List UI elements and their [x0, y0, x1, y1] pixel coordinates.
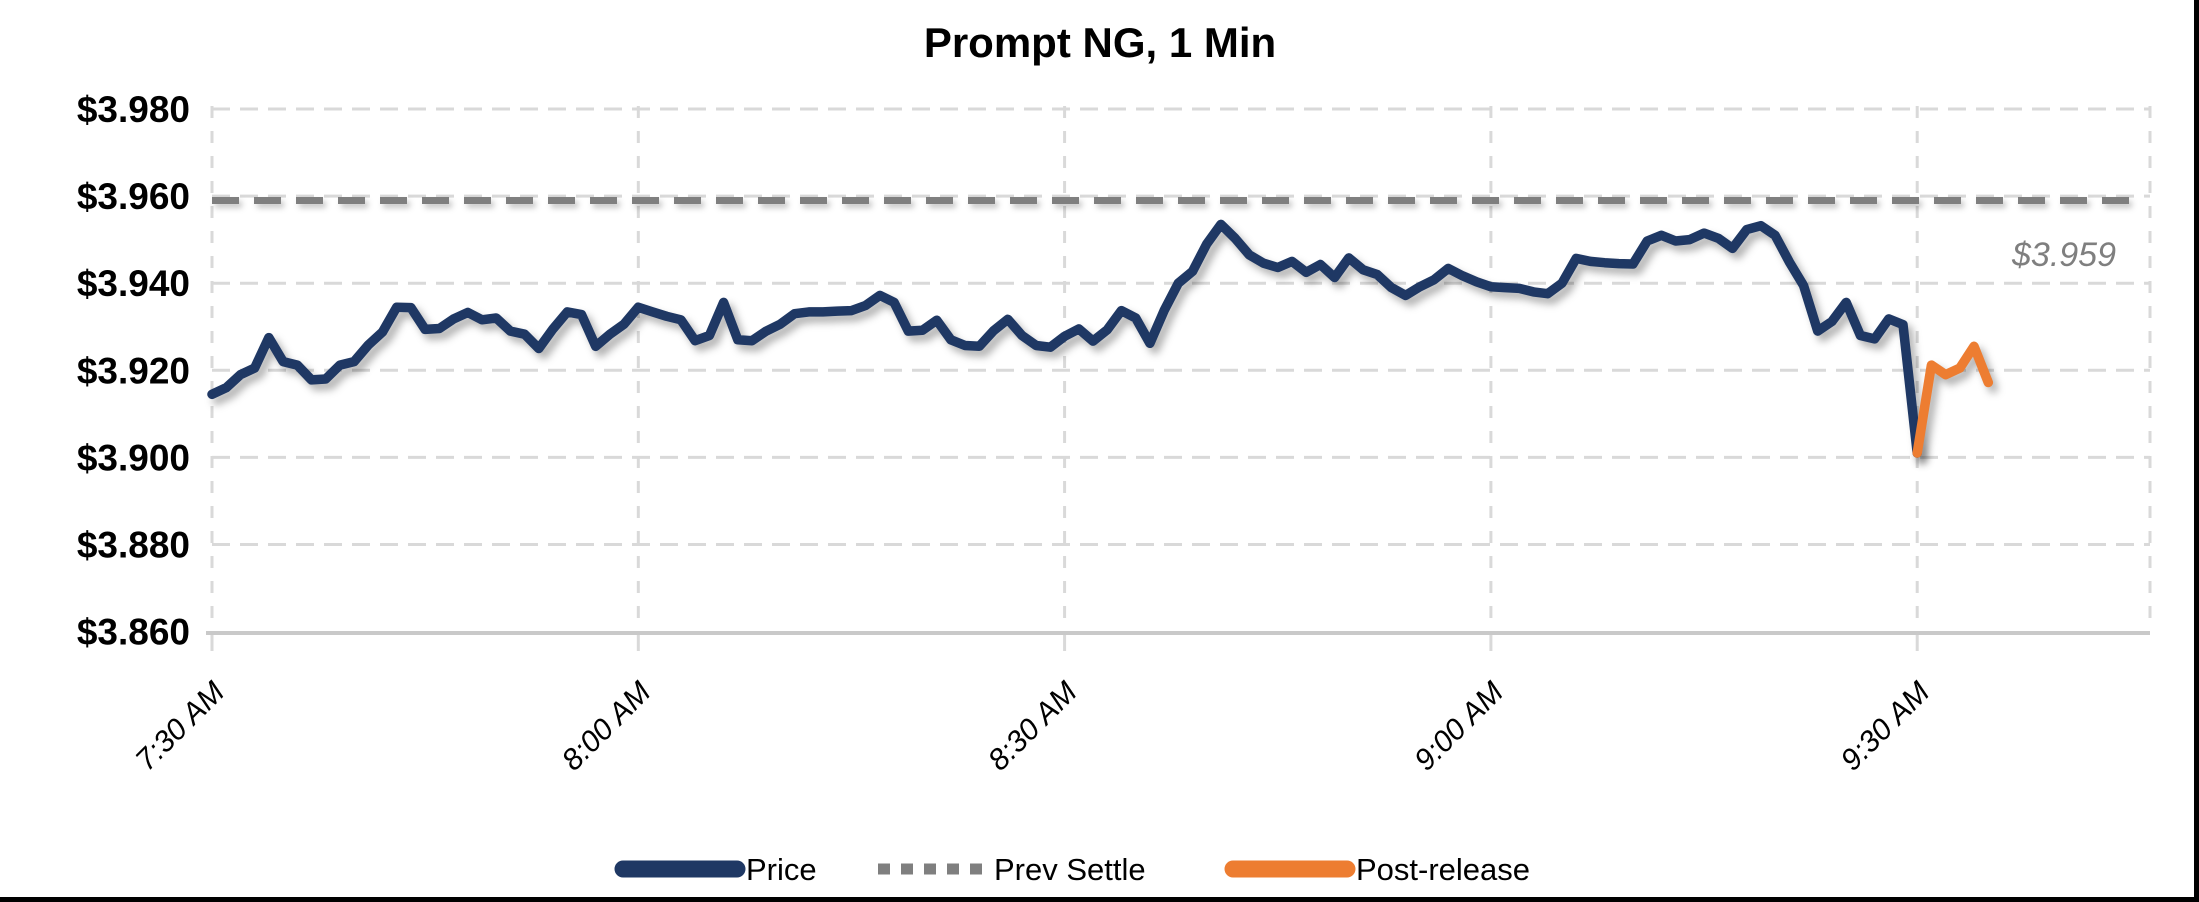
- x-gridlines: [210, 106, 2152, 651]
- legend-label: Post-release: [1356, 852, 1530, 887]
- price-line-path: [207, 219, 1922, 458]
- legend-label: Price: [746, 852, 817, 887]
- y-tick-label: $3.960: [77, 176, 190, 217]
- price-series-line: [207, 219, 1922, 458]
- y-tick-label: $3.920: [77, 350, 190, 391]
- post-release-series-line: [1912, 341, 1994, 458]
- y-tick-label: $3.900: [77, 437, 190, 478]
- frame-border-bottom: [0, 897, 2199, 902]
- post-release-line-path: [1912, 341, 1994, 458]
- legend: Price Prev Settle Post-release: [614, 852, 1530, 887]
- frame-border-right: [2194, 0, 2199, 902]
- prev-settle-annotation: $3.959: [2011, 236, 2116, 274]
- legend-label: Prev Settle: [994, 852, 1146, 887]
- y-tick-label: $3.980: [77, 89, 190, 130]
- y-tick-label: $3.860: [77, 612, 190, 653]
- y-tick-label: $3.940: [77, 263, 190, 304]
- chart-title: Prompt NG, 1 Min: [924, 19, 1276, 66]
- y-tick-label: $3.880: [77, 525, 190, 566]
- y-axis-labels: $3.980 $3.960 $3.940 $3.920 $3.900 $3.880 $3.8…: [77, 89, 190, 653]
